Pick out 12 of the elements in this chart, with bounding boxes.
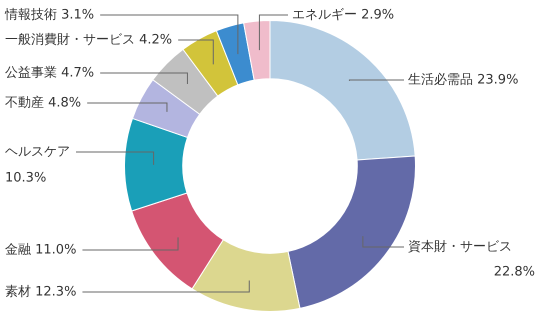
slice-label: 生活必需品 23.9% <box>408 72 518 88</box>
slice-label: 資本財・サービス <box>408 239 512 254</box>
slice-label: 素材 12.3% <box>5 284 76 300</box>
slice-label: 公益事業 4.7% <box>5 65 94 80</box>
slice-label: 一般消費財・サービス 4.2% <box>5 32 172 48</box>
data-label: 22.8% <box>494 264 535 280</box>
slice-label: 情報技術 3.1% <box>4 7 94 22</box>
slice-label: ヘルスケア <box>5 144 70 160</box>
slice-label: エネルギー 2.9% <box>292 7 394 22</box>
data-label: 10.3% <box>5 170 46 186</box>
slice-label: 金融 11.0% <box>5 242 76 258</box>
slice-label: 不動産 4.8% <box>5 94 82 110</box>
